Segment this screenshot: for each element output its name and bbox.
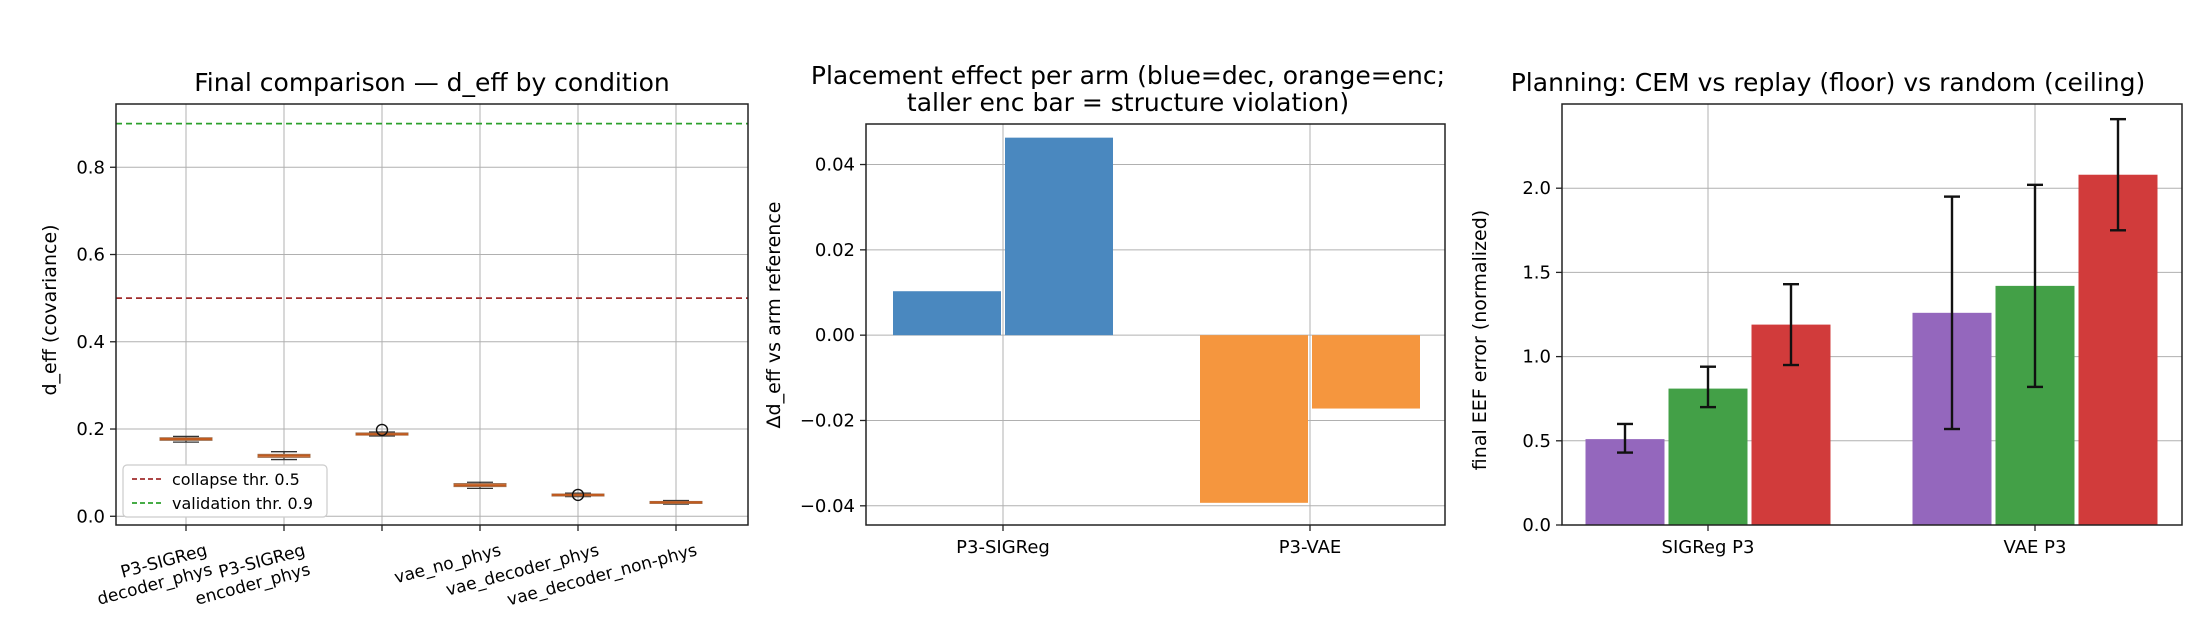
x-tick-label: P3-SIGReg xyxy=(956,537,1050,558)
y-tick-label: 0.4 xyxy=(76,332,105,353)
y-tick-label: 0.6 xyxy=(76,245,105,266)
plot-frame xyxy=(115,103,749,526)
y-tick-label: 0.00 xyxy=(815,325,855,346)
chart-title-line-1: Placement effect per arm (blue=dec, oran… xyxy=(811,61,1445,90)
chart-title: Final comparison — d_eff by condition xyxy=(194,68,670,97)
box-outlier xyxy=(571,488,585,502)
d-eff-boxplot-panel: Final comparison — d_eff by condition d_… xyxy=(39,68,749,610)
y-tick-label: 0.0 xyxy=(1522,515,1551,536)
y-tick-label: 1.5 xyxy=(1522,262,1551,283)
y-tick-label: 1.0 xyxy=(1522,347,1551,368)
y-tick-label: −0.04 xyxy=(800,496,855,517)
bar xyxy=(2078,174,2158,525)
legend-box xyxy=(122,464,328,518)
bar xyxy=(893,291,1001,336)
x-tick-label: SIGReg P3 xyxy=(1662,537,1755,558)
legend-label-collapse: collapse thr. 0.5 xyxy=(172,470,300,489)
y-tick-label: 0.0 xyxy=(76,506,105,527)
chart-title: Planning: CEM vs replay (floor) vs rando… xyxy=(1511,68,2146,97)
bar xyxy=(1200,335,1308,503)
legend: collapse thr. 0.5 validation thr. 0.9 xyxy=(122,464,328,518)
y-tick-label: 0.5 xyxy=(1522,431,1551,452)
bar xyxy=(1668,388,1748,525)
planning-panel: Planning: CEM vs replay (floor) vs rando… xyxy=(1469,68,2183,558)
placement-effect-panel: Placement effect per arm (blue=dec, oran… xyxy=(763,61,1446,558)
y-tick-label: −0.02 xyxy=(800,410,855,431)
chart-title-line-2: taller enc bar = structure violation) xyxy=(907,88,1349,117)
y-tick-label: 2.0 xyxy=(1522,178,1551,199)
bar xyxy=(1312,335,1420,409)
y-tick-label: 0.2 xyxy=(76,419,105,440)
y-tick-label: 0.02 xyxy=(815,240,855,261)
x-tick-label: VAE P3 xyxy=(2004,537,2067,558)
y-axis-label: Δd_eff vs arm reference xyxy=(763,202,785,429)
box-outlier xyxy=(375,423,389,437)
x-tick-label: P3-VAE xyxy=(1279,537,1342,558)
plot-frame xyxy=(865,123,1446,526)
legend-label-validation: validation thr. 0.9 xyxy=(172,494,313,513)
plot-frame xyxy=(1561,103,2183,526)
y-tick-label: 0.04 xyxy=(815,155,855,176)
bar xyxy=(1005,137,1113,336)
y-tick-label: 0.8 xyxy=(76,157,105,178)
y-axis-label: d_eff (covariance) xyxy=(39,224,61,395)
y-axis-label: final EEF error (normalized) xyxy=(1469,210,1491,470)
